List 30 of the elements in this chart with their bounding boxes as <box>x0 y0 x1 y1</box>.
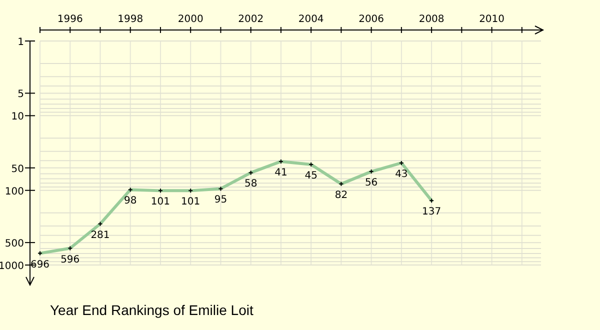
data-label: 137 <box>422 206 442 218</box>
data-label: 95 <box>214 194 228 206</box>
x-tick-label: 2008 <box>418 14 444 25</box>
y-tick-label: 500 <box>4 238 24 250</box>
y-tick-label: 5 <box>18 89 24 100</box>
data-label: 43 <box>395 168 408 180</box>
y-tick-label: 50 <box>11 164 24 175</box>
x-tick-label: 2002 <box>238 14 264 25</box>
x-tick-label: 1996 <box>57 14 83 25</box>
data-label: 82 <box>334 190 348 201</box>
data-label: 281 <box>90 230 110 241</box>
x-tick-label: 2004 <box>298 14 324 25</box>
data-label: 56 <box>364 178 378 189</box>
y-tick-label: 1 <box>18 37 24 48</box>
x-tick-label: 2010 <box>479 14 505 25</box>
x-tick-label: 1998 <box>118 14 144 25</box>
data-label: 101 <box>181 196 200 208</box>
text: Year End Rankings of Emilie Loit <box>50 302 254 318</box>
x-tick-label: 2006 <box>358 14 384 25</box>
x-tick-label: 2000 <box>178 14 204 25</box>
data-label: 45 <box>304 170 318 182</box>
y-tick-label: 10 <box>11 112 24 123</box>
y-tick-label: 1000 <box>0 261 24 272</box>
data-label: 696 <box>30 259 50 270</box>
data-label: 98 <box>124 196 137 207</box>
data-label: 58 <box>244 178 258 190</box>
y-tick-label: 100 <box>4 186 24 198</box>
data-label: 596 <box>60 254 80 266</box>
data-label: 101 <box>150 196 170 208</box>
data-label: 41 <box>274 167 288 178</box>
